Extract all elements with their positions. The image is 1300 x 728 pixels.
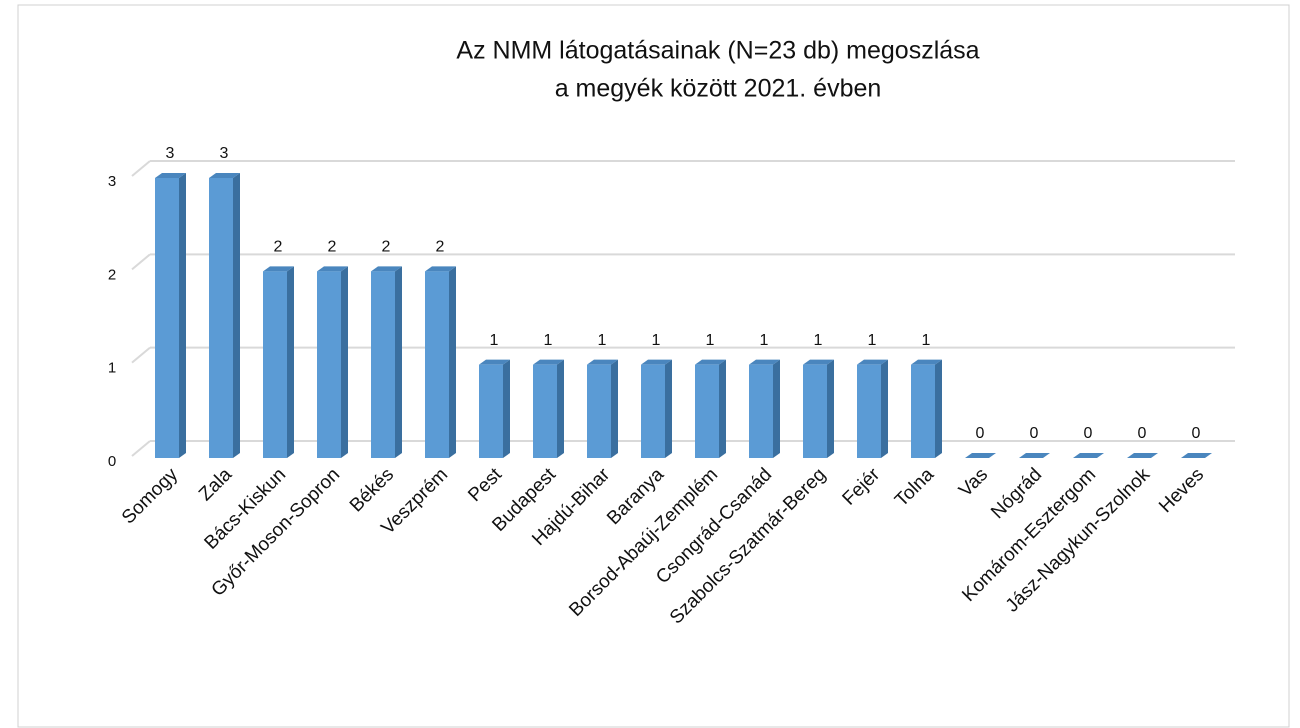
bar-top	[1019, 453, 1050, 458]
bar-top	[911, 359, 942, 365]
value-label: 2	[274, 239, 283, 256]
bar-top	[533, 359, 564, 365]
bar	[749, 364, 773, 458]
bar-side	[773, 359, 780, 458]
bar-top	[317, 266, 348, 272]
bar-top	[695, 359, 726, 365]
y-tick-label: 1	[108, 360, 116, 377]
bar-top	[749, 359, 780, 365]
value-label: 1	[814, 332, 823, 349]
bar-top	[1181, 453, 1212, 458]
bar-top	[641, 359, 672, 365]
bar-side	[827, 359, 834, 458]
bar-top	[803, 359, 834, 365]
bar	[911, 364, 935, 458]
bar-top	[425, 266, 456, 272]
value-label: 1	[922, 332, 931, 349]
bar-side	[503, 359, 510, 458]
bar	[155, 178, 179, 458]
value-label: 2	[328, 239, 337, 256]
bar-top	[263, 266, 294, 272]
bar-side	[179, 173, 186, 458]
grid-floor-tick	[131, 440, 151, 457]
bar	[641, 364, 665, 458]
bar-top	[371, 266, 402, 272]
value-label: 2	[436, 239, 445, 256]
value-label: 3	[166, 145, 175, 162]
bar-side	[233, 173, 240, 458]
bar-top	[479, 359, 510, 365]
value-label: 1	[652, 332, 661, 349]
bar	[857, 364, 881, 458]
bar-side	[665, 359, 672, 458]
y-tick-label: 0	[108, 453, 116, 470]
value-label: 2	[382, 239, 391, 256]
bar-side	[341, 266, 348, 458]
y-tick-label: 2	[108, 266, 116, 283]
value-label: 1	[598, 332, 607, 349]
bar-side	[449, 266, 456, 458]
y-tick-label: 3	[108, 173, 116, 190]
bar	[479, 364, 503, 458]
bar-top	[857, 359, 888, 365]
value-label: 1	[544, 332, 553, 349]
bar-side	[395, 266, 402, 458]
bar	[371, 271, 395, 458]
chart-title: Az NMM látogatásainak (N=23 db) megoszlá…	[456, 37, 979, 65]
bar	[425, 271, 449, 458]
value-label: 1	[490, 332, 499, 349]
chart-title: a megyék között 2021. évben	[555, 75, 882, 103]
bar	[317, 271, 341, 458]
bar-top	[1073, 453, 1104, 458]
bar-side	[611, 359, 618, 458]
value-label: 1	[868, 332, 877, 349]
value-label: 0	[976, 425, 985, 442]
bar-side	[719, 359, 726, 458]
bar-top	[965, 453, 996, 458]
bar-top	[209, 173, 240, 178]
value-label: 1	[760, 332, 769, 349]
value-label: 1	[706, 332, 715, 349]
bar-side	[287, 266, 294, 458]
bar	[695, 364, 719, 458]
bar	[533, 364, 557, 458]
value-label: 3	[220, 145, 229, 162]
value-label: 0	[1030, 425, 1039, 442]
bar	[263, 271, 287, 458]
bar-side	[935, 359, 942, 458]
grid-floor-tick	[131, 253, 151, 271]
bar-top	[1127, 453, 1158, 458]
bar-side	[557, 359, 564, 458]
value-label: 0	[1084, 425, 1093, 442]
bar	[803, 364, 827, 458]
bar-top	[587, 359, 618, 365]
bar-side	[881, 359, 888, 458]
value-label: 0	[1192, 425, 1201, 442]
bar	[587, 364, 611, 458]
bar-top	[155, 173, 186, 178]
grid-floor-tick	[131, 346, 151, 364]
bar	[209, 178, 233, 458]
value-label: 0	[1138, 425, 1147, 442]
grid-floor-tick	[131, 160, 151, 177]
